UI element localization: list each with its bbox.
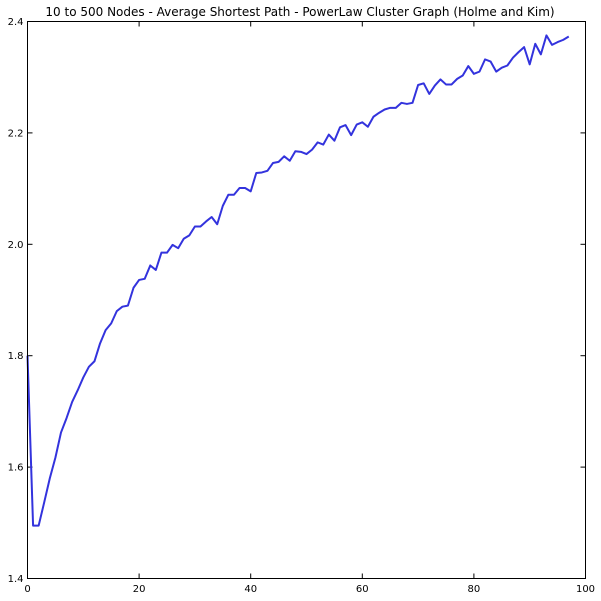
x-tick-label: 0 [24, 584, 30, 595]
x-tick-label: 40 [244, 584, 257, 595]
x-tick-label: 60 [356, 584, 369, 595]
y-tick-label: 2.2 [8, 128, 24, 139]
series-line [26, 34, 570, 527]
x-tick-label: 20 [133, 584, 146, 595]
y-tick-label: 2.0 [8, 240, 24, 251]
series-layer [26, 34, 570, 527]
chart-title: 10 to 500 Nodes - Average Shortest Path … [45, 5, 554, 19]
x-tick-label: 100 [576, 584, 595, 595]
y-tick-label: 1.4 [8, 574, 24, 585]
y-tick-label: 1.6 [8, 463, 24, 474]
axis-tick-labels: 0 20 40 60 80 100 1.4 1.6 1.8 2.0 2.2 2.4 [8, 17, 595, 595]
plot-frame [27, 21, 586, 579]
x-tick-label: 80 [468, 584, 481, 595]
axis-ticks [27, 21, 586, 579]
y-tick-label: 1.8 [8, 351, 24, 362]
y-tick-label: 2.4 [8, 17, 24, 28]
